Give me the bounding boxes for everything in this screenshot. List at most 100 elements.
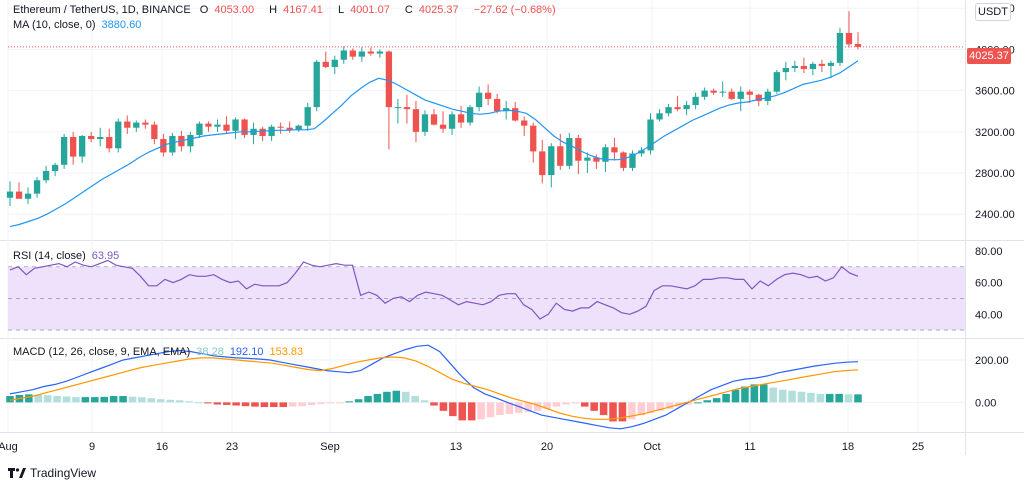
macd-histogram-bar (72, 397, 80, 403)
macd-label: MACD (12, 26, close, 9, EMA, EMA) (13, 346, 191, 358)
rsi-tick-label: 40.00 (975, 309, 1003, 321)
candle-body (764, 91, 771, 101)
candle-body (106, 136, 113, 149)
tradingview-logo[interactable]: TradingView (8, 466, 96, 480)
macd-histogram-bar (138, 397, 146, 403)
macd-histogram-bar (458, 402, 467, 421)
macd-signal-value: 153.83 (269, 346, 304, 358)
candle-body (97, 136, 104, 140)
candle-body (584, 157, 591, 161)
macd-histogram-bar (411, 396, 419, 403)
macd-histogram-bar (251, 402, 259, 407)
candle-body (683, 105, 690, 110)
candles (6, 11, 862, 207)
candle-body (755, 94, 762, 101)
last-price-tag: 4025.37 (967, 48, 1011, 64)
symbol-label[interactable]: Ethereum / TetherUS, 1D, BINANCE (13, 4, 191, 16)
candle-body (286, 127, 293, 130)
candle-body (340, 50, 347, 60)
macd-histogram-bar (6, 396, 14, 403)
candle-body (566, 138, 573, 166)
macd-legend[interactable]: MACD (12, 26, close, 9, EMA, EMA) 38.28 19… (13, 346, 309, 358)
candle-body (241, 119, 248, 135)
candle-body (620, 152, 627, 168)
candle-body (142, 122, 149, 125)
macd-histogram-bar (166, 399, 174, 403)
candle-body (629, 153, 636, 168)
candle-body (277, 126, 284, 128)
candle-body (79, 135, 86, 157)
macd-histogram-bar (364, 396, 372, 403)
macd-histogram-bar (769, 387, 777, 403)
rsi-band-fill (8, 266, 965, 331)
candle-body (475, 92, 483, 108)
candle-body (503, 108, 510, 112)
candle-body (782, 67, 789, 73)
macd-histogram-bar (147, 398, 156, 403)
macd-histogram-bar (81, 397, 90, 403)
candle-body (854, 43, 862, 47)
macd-histogram-bar (288, 402, 297, 407)
macd-histogram-bar (684, 402, 693, 405)
x-tick-label: 25 (912, 441, 924, 453)
candle-body (800, 65, 808, 70)
candle-body (187, 134, 194, 147)
macd-histogram-bar (618, 402, 627, 422)
candle-body (60, 136, 68, 165)
macd-histogram-bar (100, 396, 108, 403)
price-tick-label: 2800.00 (975, 168, 1015, 180)
signal-line (9, 356, 859, 420)
x-tick-label: 20 (541, 441, 553, 453)
macd-histogram-bar (722, 393, 730, 403)
x-tick-label: Oct (643, 441, 660, 453)
indicator-lines (6, 60, 862, 430)
candle-body (151, 124, 158, 140)
currency-button[interactable]: USDT (975, 3, 1011, 21)
brand-label: TradingView (30, 466, 97, 480)
candle-body (512, 108, 519, 121)
rsi-legend[interactable]: RSI (14, close) 63.95 (13, 250, 125, 262)
x-tick-label: 11 (744, 441, 755, 453)
macd-histogram-bar (467, 402, 476, 421)
x-tick-label: 16 (156, 441, 168, 453)
candle-body (214, 124, 221, 127)
macd-histogram-bar (609, 402, 617, 422)
candle-body (223, 124, 230, 131)
candle-body (448, 114, 456, 129)
macd-histogram-bar (383, 391, 391, 403)
grid (0, 0, 1024, 455)
candle-body (24, 193, 32, 199)
candle-body (728, 91, 735, 99)
macd-histogram-bar (656, 402, 664, 411)
macd-histogram-bar (505, 402, 514, 415)
macd-histogram-bar (496, 402, 504, 416)
candle-body (791, 65, 799, 68)
rsi-tick-label: 80.00 (975, 246, 1003, 258)
candle-body (611, 147, 618, 153)
macd-histogram-bar (307, 402, 316, 405)
candle-body (836, 32, 844, 63)
candle-body (385, 51, 393, 108)
macd-histogram-bar (543, 402, 551, 409)
candle-body (304, 107, 311, 126)
candle-body (124, 121, 131, 128)
macd-histogram-bar (91, 397, 99, 403)
macd-histogram-bar (646, 402, 655, 413)
ma-line (9, 60, 859, 228)
candle-body (548, 146, 555, 176)
candle-body (169, 135, 176, 153)
ma-legend[interactable]: MA (10, close, 0) 3880.60 (13, 19, 147, 31)
candle-body (647, 119, 654, 151)
macd-histogram-bar (232, 402, 240, 406)
macd-histogram-bar (354, 399, 363, 403)
candle-body (818, 63, 826, 66)
candle-body (710, 90, 717, 93)
candle-body (439, 124, 447, 129)
macd-histogram-bar (420, 400, 429, 403)
ma-value: 3880.60 (101, 19, 142, 31)
ohlc-low: L 4001.07 (337, 4, 390, 16)
candle-body (69, 136, 77, 157)
macd-histogram-bar (571, 402, 580, 404)
macd-histogram-bar (62, 396, 71, 403)
macd-histogram-bar (241, 402, 250, 407)
